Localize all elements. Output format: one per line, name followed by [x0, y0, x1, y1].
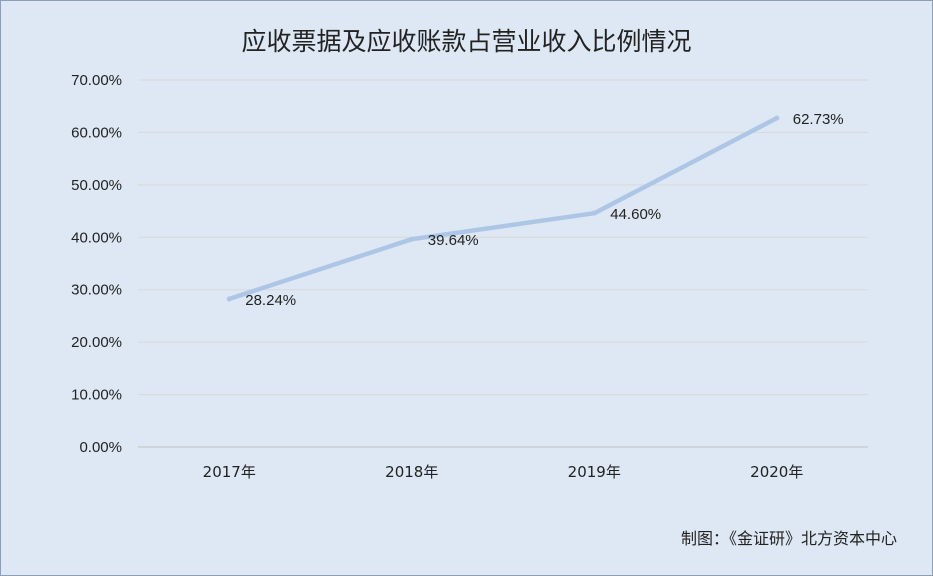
- data-label: 28.24%: [245, 292, 296, 309]
- y-tick-label: 60.00%: [71, 124, 122, 141]
- y-tick-label: 70.00%: [71, 72, 122, 89]
- x-tick-label: 2018年: [385, 463, 438, 481]
- credit-note: 制图：《金证研》北方资本中心: [680, 529, 897, 548]
- y-tick-label: 40.00%: [71, 229, 122, 246]
- data-label: 39.64%: [428, 232, 479, 249]
- data-point: [591, 210, 597, 216]
- data-point: [774, 115, 780, 121]
- y-tick-label: 30.00%: [71, 282, 122, 299]
- series-line: [227, 115, 780, 302]
- x-tick-label: 2019年: [568, 463, 621, 481]
- data-label: 44.60%: [610, 206, 661, 223]
- chart-title: 应收票据及应收账款占营业收入比例情况: [241, 27, 692, 56]
- data-point: [226, 296, 232, 302]
- y-tick-label: 50.00%: [71, 177, 122, 194]
- y-tick-label: 10.00%: [71, 387, 122, 404]
- y-tick-label: 20.00%: [71, 334, 122, 351]
- data-point: [409, 236, 415, 242]
- x-tick-label: 2020年: [750, 463, 803, 481]
- y-tick-label: 0.00%: [79, 439, 122, 456]
- data-label: 62.73%: [793, 111, 844, 128]
- x-tick-label: 2017年: [203, 463, 256, 481]
